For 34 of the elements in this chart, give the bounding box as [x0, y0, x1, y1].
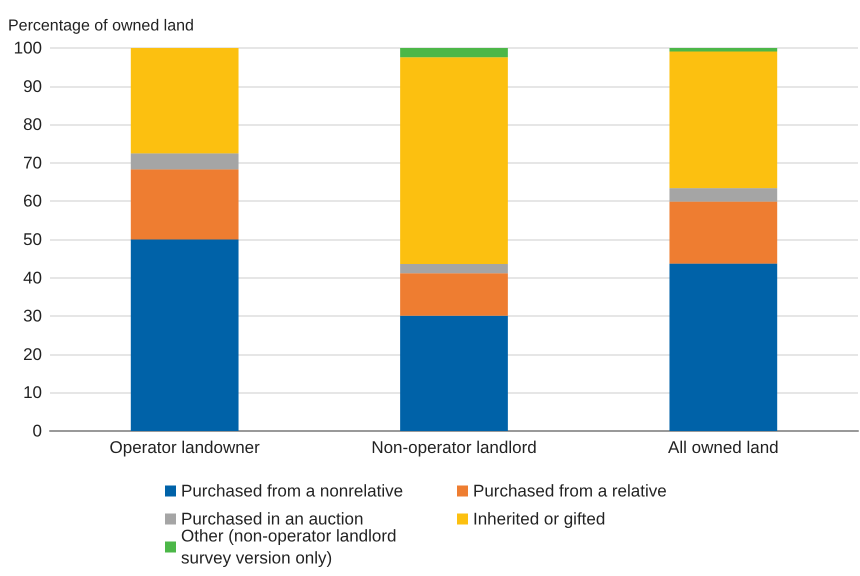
bar [669, 264, 778, 431]
bar [130, 48, 239, 154]
x-tick-label: Operator landowner [110, 438, 260, 457]
bar [669, 202, 778, 264]
legend-label: Purchased from a nonrelative [181, 482, 404, 500]
legend-label: Purchased from a relative [473, 482, 667, 500]
legend-label: Inherited or gifted [473, 510, 606, 528]
bar [400, 48, 508, 58]
bar [130, 169, 239, 240]
bar [130, 240, 239, 431]
bar [400, 57, 508, 264]
legend-label: Purchased in an auction [181, 510, 364, 528]
y-tick-label: 80 [23, 115, 42, 134]
y-tick-label: 0 [32, 422, 42, 440]
y-tick-label: 10 [23, 383, 42, 402]
y-tick-label: 100 [14, 38, 42, 58]
y-axis-title: Percentage of owned land [8, 18, 194, 34]
bar [400, 273, 508, 316]
bar [669, 51, 778, 188]
bar [400, 264, 508, 274]
y-tick-label: 90 [23, 76, 42, 96]
y-tick-label: 70 [23, 153, 42, 172]
legend-label: Other (non-operator landlord survey version only) [181, 526, 402, 568]
bar [400, 316, 508, 431]
bar [669, 188, 778, 202]
bar [130, 153, 239, 170]
y-tick-label: 40 [23, 268, 42, 288]
y-tick-label: 30 [23, 306, 42, 326]
bar [669, 48, 778, 52]
x-tick-label: All owned land [668, 438, 779, 457]
y-tick-label: 20 [23, 344, 42, 364]
x-tick-label: Non-operator landlord [371, 438, 537, 457]
y-tick-label: 50 [23, 230, 42, 249]
y-tick-label: 60 [23, 192, 42, 211]
